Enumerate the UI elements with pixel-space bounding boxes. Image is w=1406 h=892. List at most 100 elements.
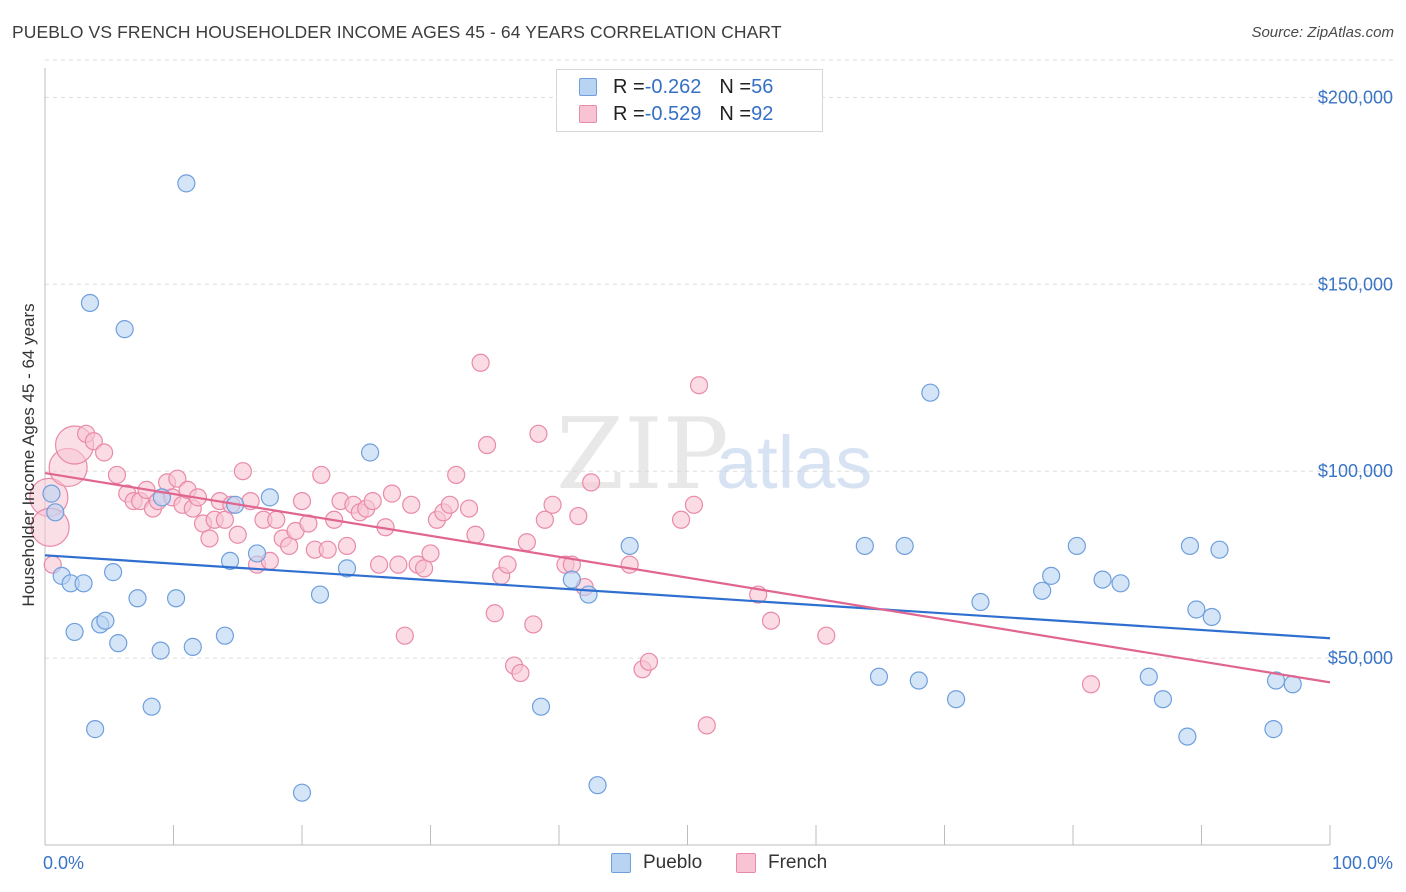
- french-point: [529, 424, 548, 443]
- pueblo-point: [1067, 536, 1086, 556]
- pueblo-point: [96, 611, 115, 630]
- pueblo-point: [104, 563, 123, 582]
- pueblo-point: [65, 622, 84, 642]
- pueblo-point: [361, 443, 380, 462]
- pueblo-point: [946, 690, 966, 709]
- legend-item-french[interactable]: French: [736, 852, 827, 874]
- pueblo-point: [562, 570, 581, 589]
- french-point: [697, 716, 716, 735]
- french-point: [639, 652, 659, 671]
- french-point: [817, 626, 836, 645]
- y-tick-label: $200,000: [1318, 87, 1393, 107]
- french-point: [471, 353, 490, 372]
- pueblo-point: [260, 488, 279, 507]
- french-point: [215, 510, 234, 529]
- series-legend: Pueblo French: [0, 852, 1406, 876]
- french-point: [421, 544, 440, 563]
- pueblo-point: [183, 637, 202, 656]
- trend-lines: [44, 471, 1331, 684]
- pueblo-point: [1139, 667, 1158, 686]
- french-swatch: [579, 105, 597, 123]
- french-trend-line: [44, 471, 1331, 684]
- french-point: [395, 626, 414, 645]
- french-point: [267, 510, 286, 529]
- legend-r-label: R =: [613, 102, 645, 125]
- pueblo-point: [971, 592, 990, 612]
- pueblo-point: [588, 776, 607, 795]
- french-point: [228, 525, 247, 544]
- french-point: [95, 443, 114, 462]
- pueblo-point: [292, 783, 312, 802]
- pueblo-point: [142, 697, 161, 716]
- french-point: [447, 465, 466, 485]
- pueblo-point: [46, 503, 65, 522]
- axes: [44, 68, 1331, 846]
- french-point: [689, 376, 709, 395]
- pueblo-point: [86, 720, 105, 739]
- tick-labels: $50,000 $100,000 $150,000 $200,000 0.0% 100.0…: [43, 87, 1393, 873]
- french-point: [280, 536, 299, 556]
- watermark: ZIP atlas: [556, 398, 872, 512]
- pueblo-point: [215, 626, 234, 645]
- french-point: [402, 495, 421, 514]
- pueblo-point: [166, 589, 186, 608]
- y-tick-label: $150,000: [1318, 274, 1393, 294]
- legend-label-french: French: [768, 852, 828, 873]
- pueblo-point: [115, 320, 134, 339]
- legend-row-pueblo: R = -0.262 N = 56: [579, 75, 773, 99]
- pueblo-point: [1153, 690, 1173, 709]
- legend-r-label: R =: [613, 75, 645, 98]
- pueblo-point: [74, 574, 93, 593]
- pueblo-point: [80, 293, 100, 313]
- french-point: [517, 533, 536, 552]
- pueblo-point: [1042, 566, 1061, 585]
- pueblo-point: [1111, 574, 1130, 593]
- french-point: [440, 495, 459, 514]
- correlation-legend: R = -0.262 N = 56 R = -0.529 N = 92: [556, 69, 823, 132]
- french-point: [477, 435, 497, 455]
- french-point: [485, 604, 504, 623]
- pueblo-point: [620, 536, 639, 556]
- french-point: [318, 540, 337, 559]
- pueblo-point: [177, 174, 196, 193]
- french-point: [684, 495, 704, 514]
- pueblo-point: [1202, 607, 1221, 627]
- chart-title: PUEBLO VS FRENCH HOUSEHOLDER INCOME AGES…: [12, 22, 782, 42]
- watermark-zip: ZIP: [556, 398, 729, 512]
- legend-n-value: 92: [751, 102, 774, 125]
- y-tick-label: $100,000: [1318, 461, 1393, 481]
- pueblo-point: [855, 536, 874, 556]
- legend-label-pueblo: Pueblo: [643, 852, 703, 873]
- pueblo-point: [109, 634, 128, 653]
- source-label: Source: ZipAtlas.com: [1251, 24, 1394, 41]
- french-point: [312, 465, 331, 485]
- pueblo-point: [579, 585, 598, 604]
- legend-n-value: 56: [751, 75, 774, 98]
- french-point: [620, 555, 639, 574]
- x-tick-label: 0.0%: [43, 853, 84, 873]
- french-point: [168, 469, 187, 488]
- french-point: [459, 499, 479, 518]
- french-point: [233, 462, 252, 481]
- pueblo-point: [128, 589, 147, 608]
- pueblo-point: [1187, 600, 1206, 619]
- pueblo-point: [921, 383, 940, 402]
- french-point: [292, 491, 312, 511]
- french-point: [107, 465, 127, 485]
- french-point: [389, 555, 408, 574]
- legend-item-pueblo[interactable]: Pueblo: [611, 852, 702, 874]
- watermark-atlas: atlas: [716, 421, 872, 504]
- pueblo-swatch: [611, 853, 631, 873]
- pueblo-point: [42, 484, 61, 503]
- french-point: [370, 555, 389, 574]
- legend-r-value: -0.262: [644, 75, 702, 98]
- french-point: [466, 525, 485, 544]
- y-axis-title: Householder Income Ages 45 - 64 years: [19, 303, 38, 606]
- french-point: [524, 615, 543, 634]
- pueblo-point: [1178, 727, 1197, 746]
- data-points: [29, 174, 1302, 802]
- french-point: [84, 432, 103, 451]
- pueblo-swatch: [579, 78, 597, 96]
- french-point: [511, 663, 530, 683]
- french-point: [1081, 675, 1101, 694]
